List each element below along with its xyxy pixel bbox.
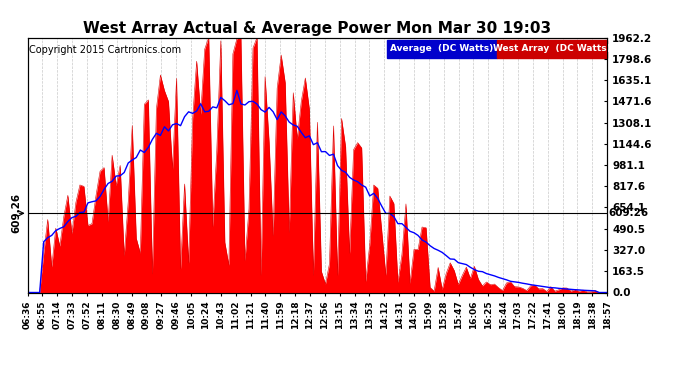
Title: West Array Actual & Average Power Mon Mar 30 19:03: West Array Actual & Average Power Mon Ma… [83, 21, 551, 36]
Text: West Array  (DC Watts): West Array (DC Watts) [493, 45, 611, 54]
Text: Average  (DC Watts): Average (DC Watts) [391, 45, 493, 54]
Text: 609.26: 609.26 [12, 193, 22, 233]
Bar [387, 40, 497, 58]
Bar [497, 40, 607, 58]
Text: 609.26: 609.26 [609, 209, 649, 218]
Text: Copyright 2015 Cartronics.com: Copyright 2015 Cartronics.com [29, 45, 181, 55]
